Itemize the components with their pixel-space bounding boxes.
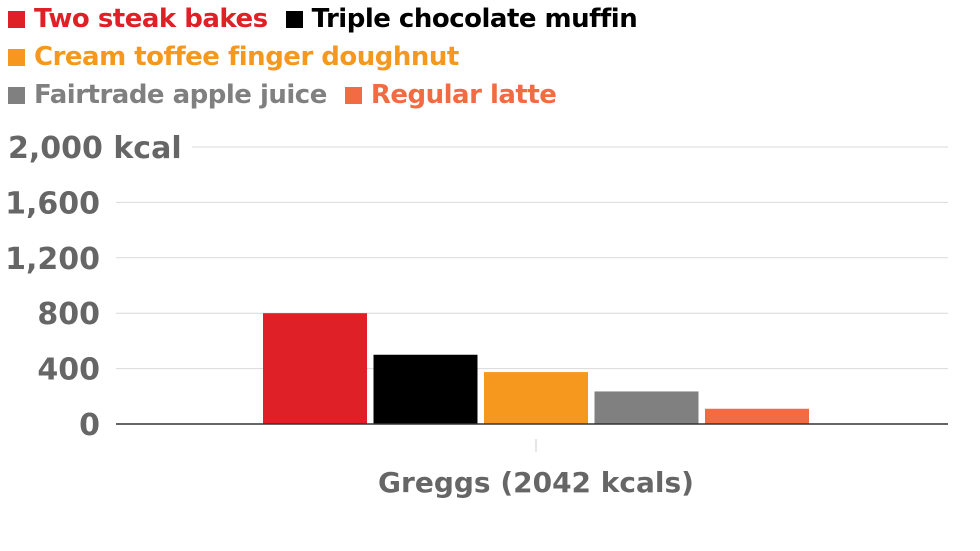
- legend-swatch: [8, 10, 25, 28]
- legend-item-fairtrade-apple-juice: Fairtrade apple juice: [8, 80, 327, 110]
- bars: [263, 313, 809, 424]
- bar: [484, 372, 588, 424]
- legend-swatch: [8, 48, 25, 66]
- y-tick-label: 400: [37, 353, 100, 388]
- legend-label: Two steak bakes: [34, 4, 268, 34]
- bar: [373, 354, 478, 424]
- y-axis-ticks: 0 400 800 1,200 1,600 2,000 kcal: [5, 131, 182, 443]
- legend-label: Regular latte: [370, 80, 557, 110]
- legend-swatch: [285, 10, 303, 28]
- legend-item-two-steak-bakes: Two steak bakes: [8, 4, 268, 34]
- bar: [594, 391, 699, 424]
- gridlines: [116, 146, 948, 370]
- legend-label: Cream toffee finger doughnut: [34, 42, 459, 72]
- legend-item-cream-toffee-finger-doughnut: Cream toffee finger doughnut: [8, 42, 459, 72]
- y-tick-label: 1,200: [5, 242, 100, 277]
- legend-row-3: Fairtrade apple juice Regular latte: [8, 80, 574, 110]
- legend-label: Triple chocolate muffin: [311, 4, 638, 34]
- y-tick-label: 0: [79, 408, 100, 443]
- legend-row-2: Cream toffee finger doughnut: [8, 42, 477, 72]
- bar: [263, 313, 367, 424]
- legend-swatch: [8, 86, 25, 104]
- y-tick-label: 2,000 kcal: [8, 131, 182, 166]
- legend-item-triple-chocolate-muffin: Triple chocolate muffin: [285, 4, 638, 34]
- y-tick-label: 1,600: [5, 186, 100, 221]
- legend-label: Fairtrade apple juice: [34, 80, 327, 110]
- x-axis-category-label: Greggs (2042 kcals): [378, 466, 694, 499]
- legend-item-regular-latte: Regular latte: [344, 80, 557, 110]
- legend-swatch: [344, 86, 362, 104]
- legend-row-1: Two steak bakes Triple chocolate muffin: [8, 4, 655, 34]
- y-tick-label: 800: [37, 297, 100, 332]
- bar: [705, 408, 809, 424]
